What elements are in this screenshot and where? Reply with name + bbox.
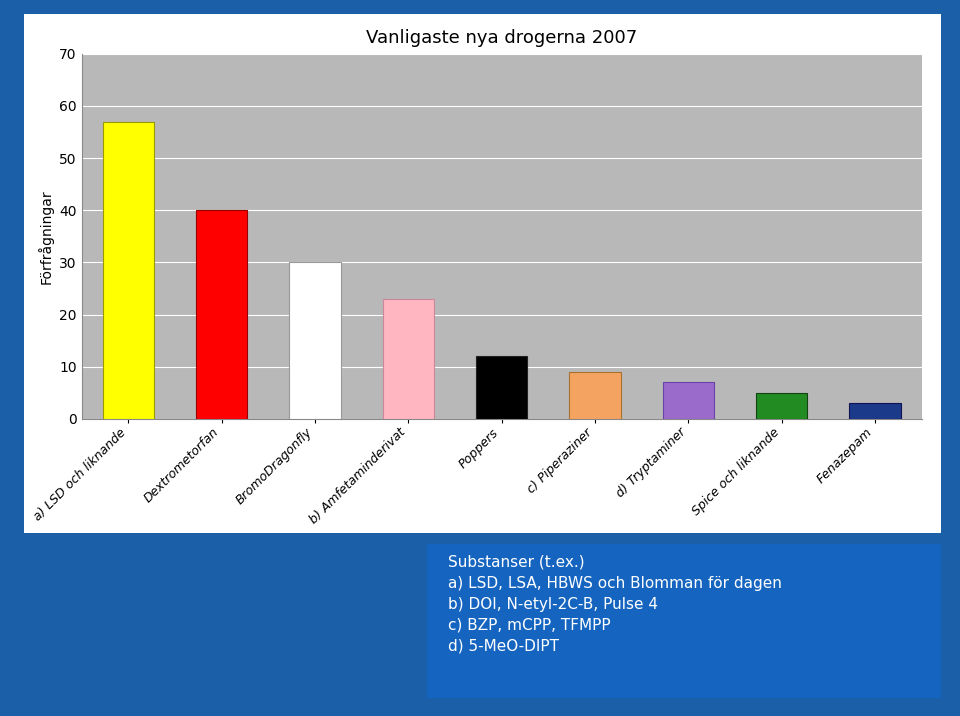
Bar [383, 299, 434, 419]
Bar [569, 372, 620, 419]
Bar [476, 357, 527, 419]
Title: Vanligaste nya drogerna 2007: Vanligaste nya drogerna 2007 [366, 29, 637, 47]
Text: Substanser (t.ex.)
a) LSD, LSA, HBWS och Blomman för dagen
b) DOI, N-etyl-2C-B, : Substanser (t.ex.) a) LSD, LSA, HBWS och… [447, 555, 781, 654]
Bar [103, 122, 154, 419]
Y-axis label: Förfrågningar: Förfrågningar [37, 189, 54, 284]
Bar [196, 211, 248, 419]
Bar [289, 262, 341, 419]
Bar [662, 382, 714, 419]
Bar [850, 403, 900, 419]
Bar [756, 393, 807, 419]
